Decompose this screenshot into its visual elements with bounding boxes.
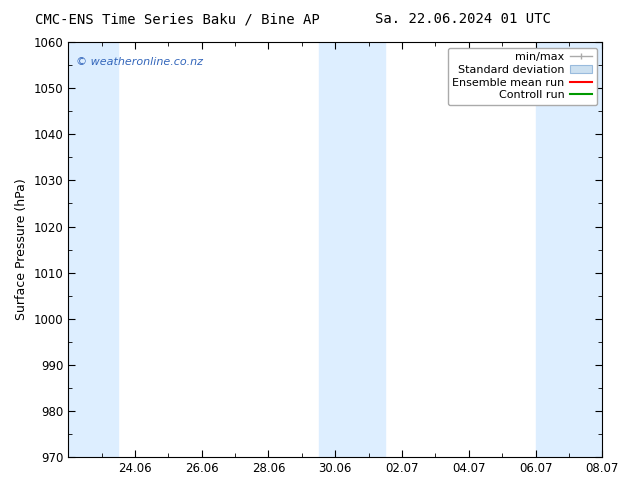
- Text: © weatheronline.co.nz: © weatheronline.co.nz: [76, 56, 203, 67]
- Text: CMC-ENS Time Series Baku / Bine AP: CMC-ENS Time Series Baku / Bine AP: [35, 12, 320, 26]
- Bar: [318, 42, 385, 457]
- Text: Sa. 22.06.2024 01 UTC: Sa. 22.06.2024 01 UTC: [375, 12, 551, 26]
- Y-axis label: Surface Pressure (hPa): Surface Pressure (hPa): [15, 179, 28, 320]
- Bar: [68, 42, 119, 457]
- Bar: [536, 42, 602, 457]
- Legend: min/max, Standard deviation, Ensemble mean run, Controll run: min/max, Standard deviation, Ensemble me…: [448, 48, 597, 105]
